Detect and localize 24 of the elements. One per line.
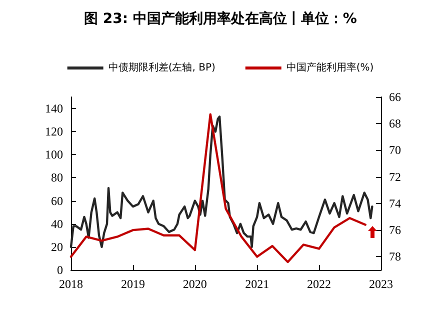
x-tick-label: 2018 xyxy=(59,277,83,291)
y2-tick-label: 68 xyxy=(389,116,401,131)
y-tick-label: 40 xyxy=(51,216,63,231)
x-tick-label: 2022 xyxy=(307,277,332,291)
y-tick-label: 20 xyxy=(51,240,63,254)
x-tick-label: 2019 xyxy=(120,277,145,291)
y2-tick-label: 78 xyxy=(389,250,401,264)
y-tick-label: 140 xyxy=(45,102,63,116)
y-tick-label: 0 xyxy=(57,263,63,277)
y2-tick-label: 70 xyxy=(389,143,401,158)
y-tick-label: 60 xyxy=(51,194,63,208)
y-tick-label: 80 xyxy=(51,170,63,185)
y-tick-label: 100 xyxy=(45,148,63,162)
chart-title: 图 23: 中国产能利用率处在高位丨单位：% xyxy=(83,10,358,28)
x-tick-label: 2021 xyxy=(245,277,270,291)
x-tick-label: 2020 xyxy=(182,277,207,291)
y2-tick-label: 72 xyxy=(389,170,401,184)
y2-tick-label: 76 xyxy=(389,223,401,238)
legend-label: 中债期限利差(左轴, BP) xyxy=(108,62,216,74)
legend-label: 中国产能利用率(%) xyxy=(286,62,374,74)
x-tick-label: 2023 xyxy=(369,277,393,291)
y-tick-label: 120 xyxy=(45,124,63,139)
y2-tick-label: 74 xyxy=(389,196,401,210)
y2-tick-label: 66 xyxy=(389,90,401,104)
